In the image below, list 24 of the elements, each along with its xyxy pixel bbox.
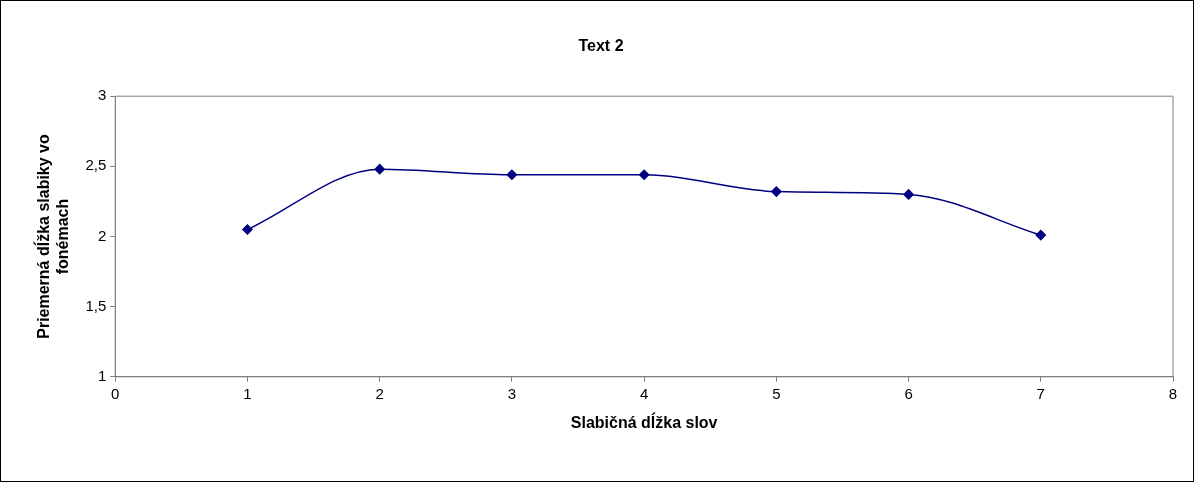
x-tick-label: 7 — [1036, 384, 1045, 402]
point — [374, 163, 385, 175]
point — [638, 169, 650, 181]
y-axis-title: Priemerná dĺžka slabiky vo fonémach — [33, 134, 72, 339]
point — [1035, 229, 1047, 241]
x-tick-label: 2 — [375, 384, 384, 402]
x-axis-title: Slabičná dĺžka slov — [570, 411, 718, 431]
x-tick-label: 3 — [507, 384, 517, 402]
point — [771, 186, 782, 197]
x-tick-label: 5 — [772, 384, 781, 402]
x-tick-label: 8 — [1168, 384, 1178, 402]
point — [506, 169, 518, 181]
y-tick-label: 1,5 — [85, 296, 107, 314]
y-tick-label: 3 — [97, 86, 107, 104]
y-tick-label: 2 — [97, 226, 107, 244]
point — [242, 224, 253, 235]
chart-title: Text 2 — [578, 37, 624, 55]
x-tick-label: 4 — [639, 384, 649, 402]
y-tick-label: 2,5 — [85, 156, 107, 174]
y-tick-label: 1 — [97, 366, 107, 384]
x-tick-label: 6 — [904, 384, 913, 402]
x-tick-label: 0 — [111, 384, 120, 402]
x-tick-label: 1 — [243, 384, 252, 402]
point — [903, 189, 914, 200]
